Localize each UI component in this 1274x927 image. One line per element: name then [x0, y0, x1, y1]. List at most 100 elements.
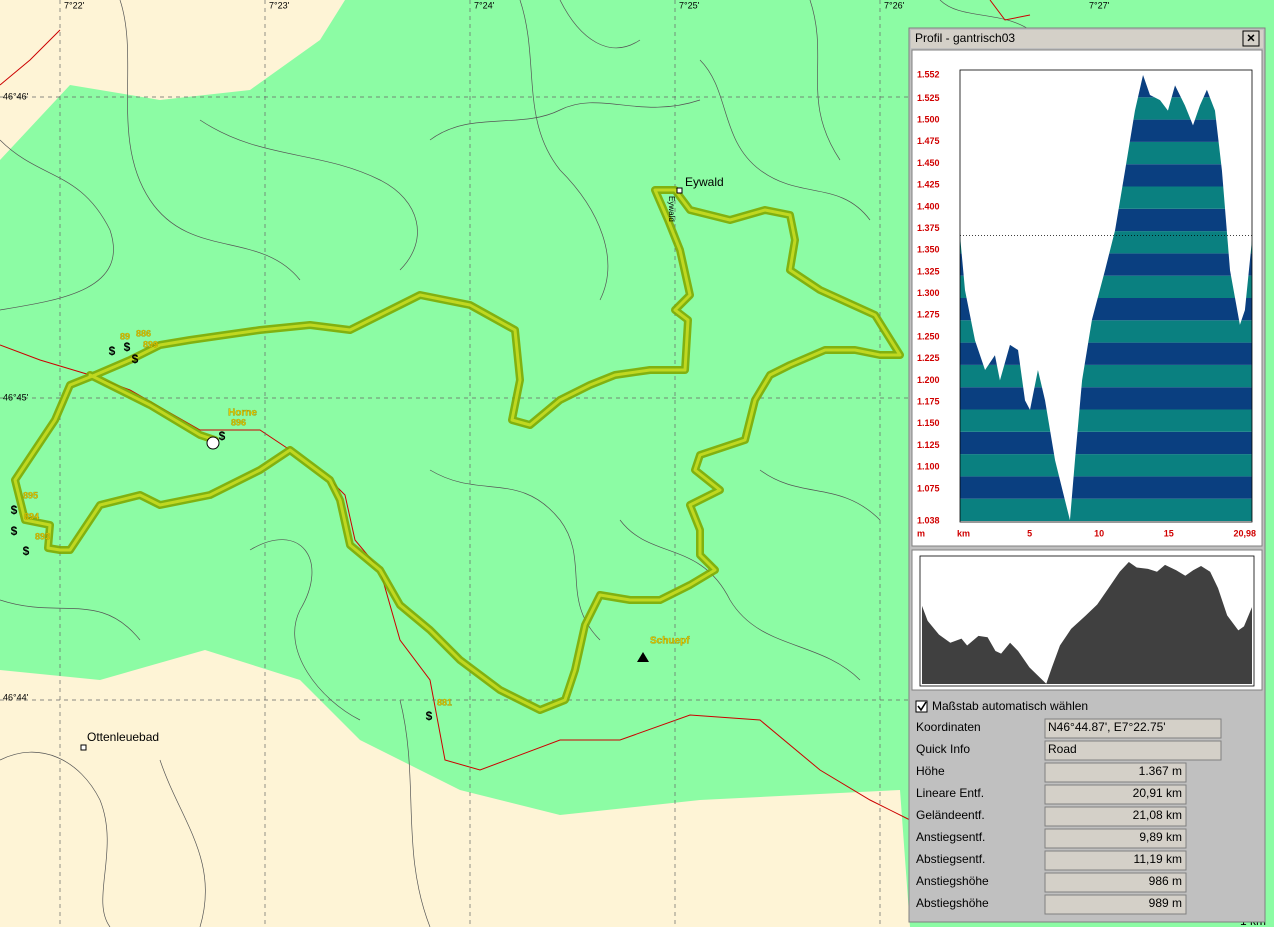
waypoint-label: 895 [23, 490, 38, 500]
y-tick-label: 1.400 [917, 201, 940, 211]
stat-value: N46°44.87', E7°22.75' [1048, 720, 1166, 734]
poi-symbol: $ [219, 429, 226, 443]
y-tick-label: 1.150 [917, 418, 940, 428]
plot-frame [959, 69, 1253, 523]
poi-symbol: $ [109, 344, 116, 358]
lon-label: 7°27' [1089, 0, 1110, 10]
lat-label: 46°45' [3, 392, 29, 402]
y-tick-label: 1.075 [917, 483, 940, 493]
place-icon [80, 744, 87, 751]
y-tick-label: 1.525 [917, 93, 940, 103]
stat-label: Abstiegsentf. [916, 852, 985, 866]
poi-symbol: $ [23, 544, 30, 558]
stat-field [1044, 718, 1222, 739]
stat-field [1044, 806, 1187, 827]
y-tick-label: 1.425 [917, 180, 940, 190]
y-tick-label: 1.375 [917, 223, 940, 233]
x-tick-label: 5 [1027, 528, 1032, 538]
y-tick-label: 1.225 [917, 353, 940, 363]
y-tick-label: 1.175 [917, 396, 940, 406]
stat-value: 986 m [1149, 874, 1182, 888]
stat-label: Abstiegshöhe [916, 896, 989, 910]
stat-label: Anstiegshöhe [916, 874, 989, 888]
waypoint-label: 881 [437, 697, 452, 707]
poi-symbol: $ [11, 524, 18, 538]
y-tick-label: 1.300 [917, 288, 940, 298]
elevation-band [960, 364, 1252, 388]
y-tick-label: 1.552 [917, 69, 940, 79]
stat-field [1044, 872, 1187, 893]
stat-value: 989 m [1149, 896, 1182, 910]
lon-label: 7°22' [64, 0, 85, 10]
y-tick-label: 1.125 [917, 440, 940, 450]
y-tick-label: 1.275 [917, 310, 940, 320]
place-label: Eywald [685, 175, 724, 189]
stat-value: 9,89 km [1139, 830, 1182, 844]
place-label: Eywald [667, 196, 676, 222]
stat-field [1044, 740, 1222, 761]
y-tick-label: 1.350 [917, 245, 940, 255]
stat-label: Quick Info [916, 742, 970, 756]
grid-lines [0, 0, 910, 927]
stat-label: Höhe [916, 764, 945, 778]
track[interactable] [11, 186, 904, 714]
x-tick-label: 15 [1164, 528, 1174, 538]
elevation-band [960, 387, 1252, 410]
close-button[interactable] [1242, 30, 1260, 47]
stat-field [1044, 850, 1187, 871]
settlement-area [0, 650, 910, 927]
hut-icon [637, 652, 649, 662]
overview-profile [922, 562, 1252, 684]
elevation-band [960, 454, 1252, 477]
stat-field [1044, 762, 1187, 783]
y-tick-label: 1.250 [917, 331, 940, 341]
y-tick-label: 1.200 [917, 375, 940, 385]
window-title: Profil - gantrisch03 [915, 31, 1015, 45]
profile-window: Profil - gantrisch03 × 1.552 1.525 1.500 1.… [908, 27, 1266, 923]
stat-label: Lineare Entf. [916, 786, 984, 800]
place-label: Horne [228, 408, 257, 419]
place-label: Ottenleuebad [87, 730, 159, 744]
stat-field [1044, 894, 1187, 915]
stat-label: Anstiegsentf. [916, 830, 985, 844]
y-tick-label: 1.325 [917, 266, 940, 276]
poi-symbol: $ [132, 352, 139, 366]
contours [0, 0, 1031, 927]
x-tick-label: 10 [1094, 528, 1104, 538]
x-tick-label: 20,98 [1233, 528, 1256, 538]
poi-symbol: $ [124, 340, 131, 354]
close-icon[interactable]: × [1247, 30, 1255, 46]
lon-label: 7°26' [884, 0, 905, 10]
y-tick-label: 1.500 [917, 114, 940, 124]
y-unit: m [917, 528, 925, 538]
y-tick-label: 1.100 [917, 462, 940, 472]
checkbox[interactable] [915, 700, 928, 713]
waypoint-label: 886 [136, 328, 151, 338]
title-bar [911, 30, 1263, 48]
lat-label: 46°44' [3, 692, 29, 702]
poi-symbol: $ [426, 709, 433, 723]
waypoint-label: 899 [143, 339, 158, 349]
stat-value: Road [1048, 742, 1077, 756]
checkmark [917, 701, 927, 712]
stat-value: 1.367 m [1139, 764, 1182, 778]
elevation-band [960, 409, 1252, 432]
stat-field [1044, 784, 1187, 805]
x-unit: km [957, 528, 970, 538]
waypoint-label: 89 [120, 331, 130, 341]
place-icon [676, 187, 683, 194]
y-tick-label: 1.038 [917, 515, 940, 525]
lat-label: 46°46' [3, 91, 29, 101]
lon-label: 7°24' [474, 0, 495, 10]
overview-frame [919, 555, 1255, 687]
elevation-band [960, 498, 1252, 521]
position-marker [206, 436, 220, 450]
stat-field [1044, 828, 1187, 849]
place-label: Schuepf [650, 636, 690, 647]
waypoint-label: 894 [24, 511, 39, 521]
stat-value: 11,19 km [1134, 852, 1182, 866]
lon-label: 7°23' [269, 0, 290, 10]
checkbox-label[interactable]: Maßstab automatisch wählen [932, 699, 1088, 713]
lon-label: 7°25' [679, 0, 700, 10]
